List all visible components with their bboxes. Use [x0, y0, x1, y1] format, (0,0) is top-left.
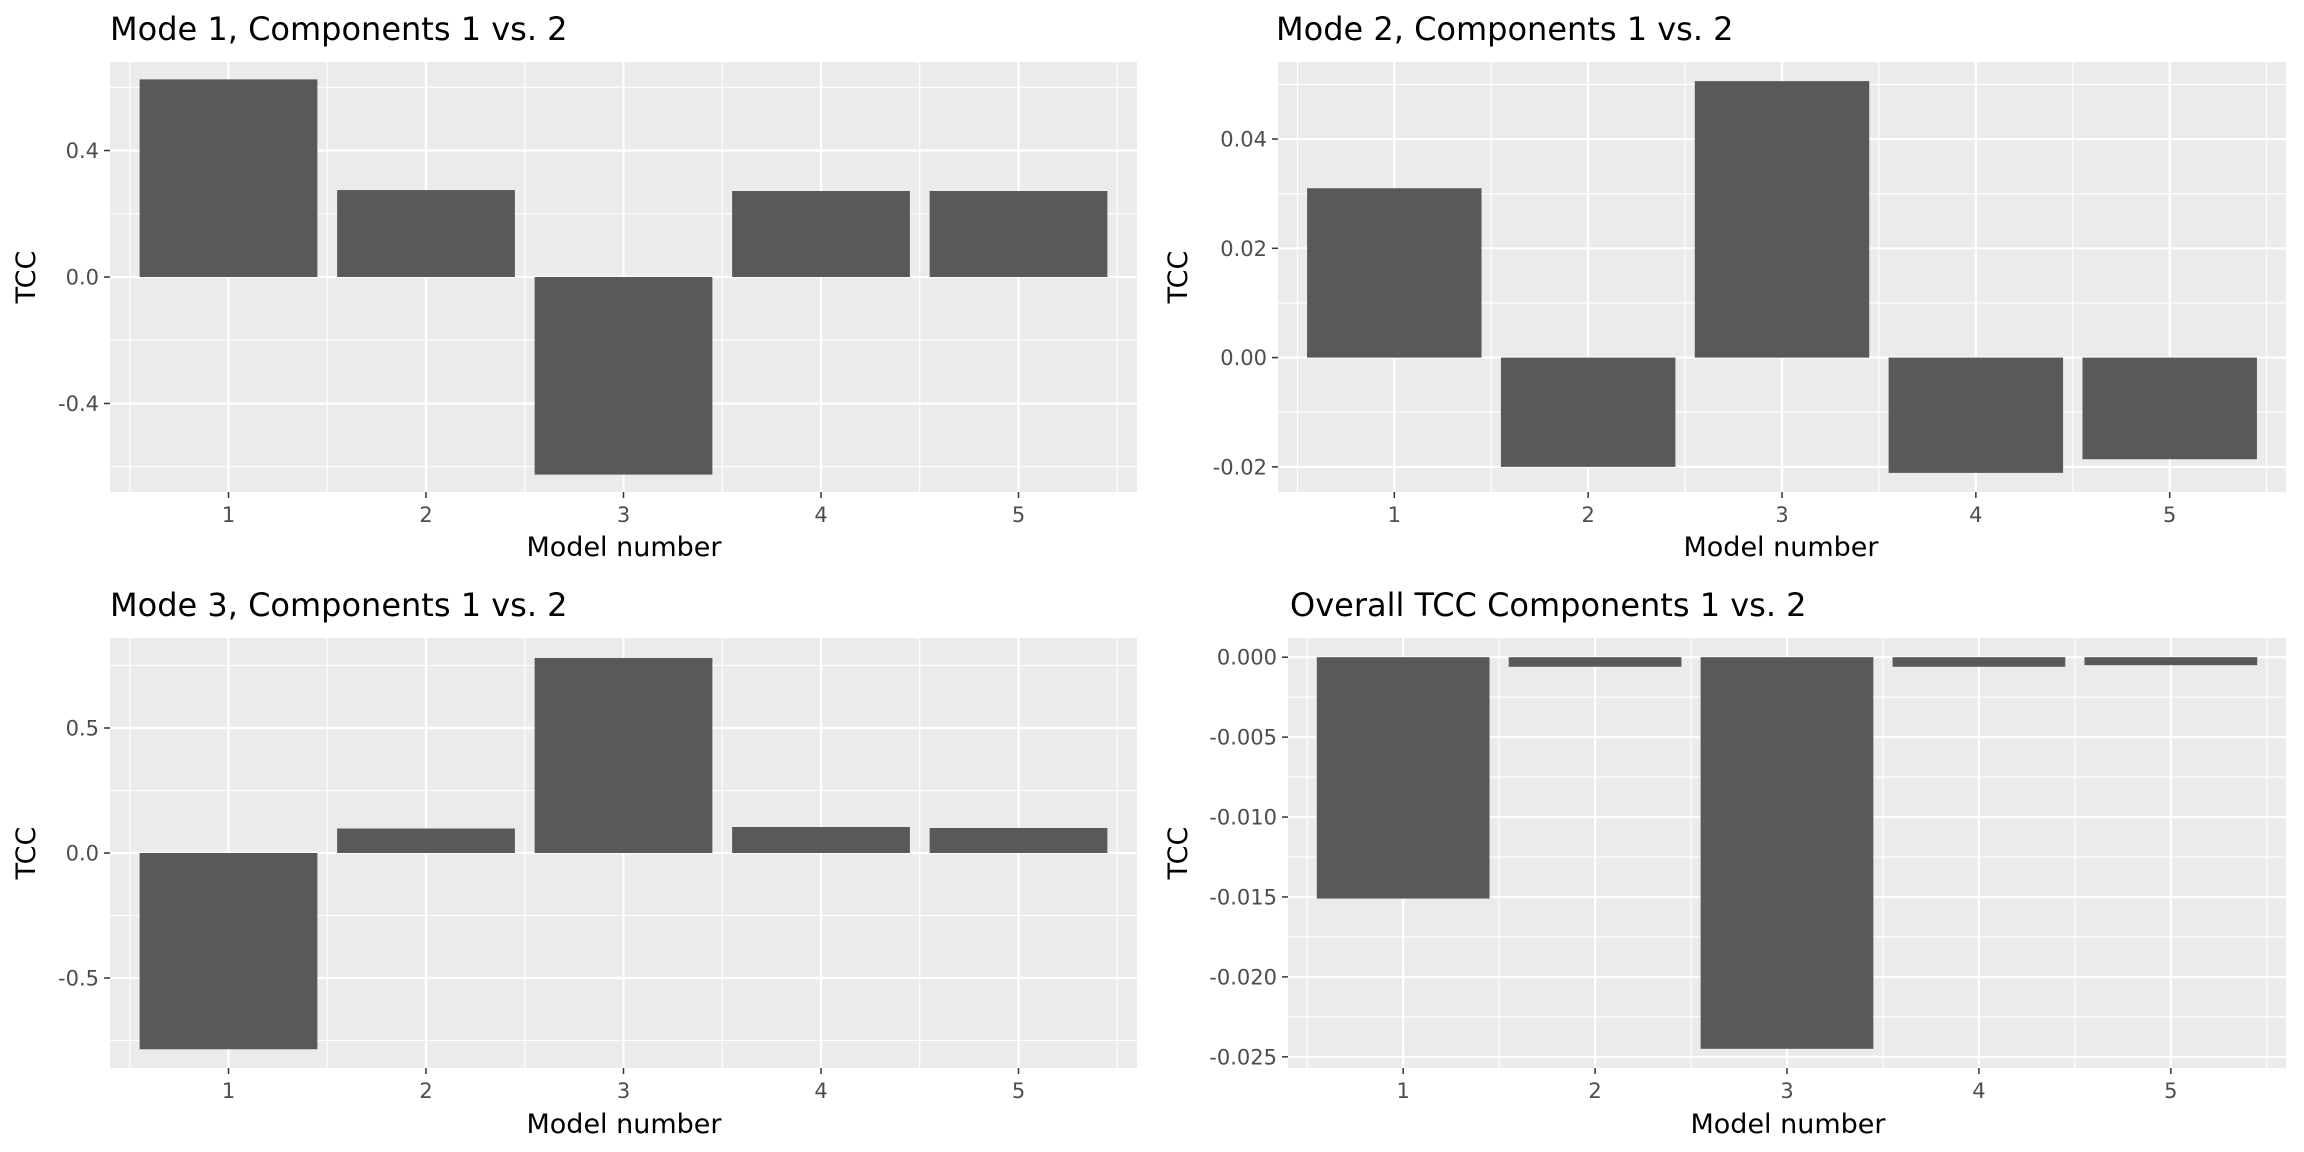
y-axis-title: TCC: [11, 251, 42, 305]
bar-model-5: [929, 828, 1108, 853]
bar-model-4: [732, 827, 910, 853]
y-tick-label: 0.02: [1220, 237, 1267, 261]
y-tick-label: -0.010: [1209, 806, 1277, 830]
y-tick-label: -0.02: [1213, 455, 1267, 479]
bar-model-3: [1700, 657, 1874, 1049]
bar-model-5: [2084, 657, 2258, 666]
panel-title: Mode 3, Components 1 vs. 2: [110, 586, 568, 624]
x-tick-label: 3: [1775, 503, 1788, 527]
x-tick-label: 2: [419, 503, 432, 527]
bar-model-5: [929, 191, 1108, 277]
y-tick-label: -0.020: [1209, 965, 1277, 989]
y-tick-label: 0.00: [1220, 346, 1267, 370]
bars: [139, 658, 1108, 1050]
panel-mode-3: Mode 3, Components 1 vs. 2 TCC Model num…: [11, 586, 1137, 1140]
x-axis-title: Model number: [1690, 1109, 1886, 1140]
x-tick-label: 5: [1012, 1079, 1025, 1103]
x-tick-label: 4: [1972, 1079, 1985, 1103]
axes: -0.02 0.00 0.02 0.04 1 2 3 4 5: [1213, 128, 2177, 527]
bar-model-1: [1307, 188, 1482, 358]
panel-title: Mode 1, Components 1 vs. 2: [110, 10, 568, 48]
x-tick-label: 5: [1012, 503, 1025, 527]
x-tick-label: 2: [1588, 1079, 1601, 1103]
x-tick-label: 2: [1581, 503, 1594, 527]
x-tick-label: 4: [1969, 503, 1982, 527]
x-tick-label: 3: [617, 503, 630, 527]
y-tick-label: 0.4: [66, 139, 99, 163]
bar-model-5: [2082, 357, 2257, 460]
bar-model-2: [1508, 657, 1682, 667]
x-tick-label: 1: [222, 1079, 235, 1103]
y-tick-label: 0.04: [1220, 128, 1267, 152]
bar-model-2: [1500, 357, 1676, 467]
bar-model-1: [1316, 657, 1490, 899]
bars: [139, 79, 1108, 475]
y-tick-label: -0.015: [1209, 885, 1277, 909]
y-tick-label: -0.4: [58, 392, 99, 416]
bar-model-3: [1694, 81, 1870, 358]
y-axis-title: TCC: [1163, 827, 1194, 881]
bars: [1316, 657, 2258, 1049]
panel-mode-2: Mode 2, Components 1 vs. 2 TCC Model num…: [1163, 10, 2286, 563]
axes: -0.4 0.0 0.4 1 2 3 4 5: [58, 139, 1025, 527]
x-tick-label: 1: [222, 503, 235, 527]
x-tick-label: 3: [617, 1079, 630, 1103]
axes: -0.5 0.0 0.5 1 2 3 4 5: [58, 717, 1025, 1104]
x-tick-label: 1: [1396, 1079, 1409, 1103]
x-tick-label: 1: [1388, 503, 1401, 527]
y-tick-label: 0.0: [66, 266, 99, 290]
panel-mode-1: Mode 1, Components 1 vs. 2 TCC Model num…: [11, 10, 1137, 563]
panel-title: Mode 2, Components 1 vs. 2: [1276, 10, 1734, 48]
bar-model-1: [139, 853, 318, 1050]
y-tick-label: -0.025: [1209, 1045, 1277, 1069]
x-tick-label: 3: [1780, 1079, 1793, 1103]
axes: -0.025 -0.020 -0.015 -0.010 -0.005 0.000 1 2 3 4 5: [1209, 646, 2177, 1103]
x-axis-title: Model number: [526, 1109, 722, 1140]
bar-model-2: [337, 190, 515, 277]
x-tick-label: 4: [814, 1079, 827, 1103]
x-tick-label: 4: [814, 503, 827, 527]
panel-overall: Overall TCC Components 1 vs. 2 TCC Model…: [1163, 586, 2286, 1140]
bar-model-4: [1892, 657, 2066, 667]
x-axis-title: Model number: [1683, 532, 1879, 563]
y-axis-title: TCC: [11, 827, 42, 881]
bar-model-3: [534, 658, 713, 853]
bar-model-2: [337, 828, 515, 853]
bar-model-4: [1888, 357, 2064, 473]
y-tick-label: 0.000: [1217, 646, 1277, 670]
x-axis-title: Model number: [526, 532, 722, 563]
y-axis-title: TCC: [1163, 251, 1194, 305]
y-tick-label: 0.5: [66, 717, 99, 741]
bar-model-3: [534, 277, 713, 475]
x-tick-label: 5: [2164, 1079, 2177, 1103]
bars: [1307, 81, 2257, 473]
bar-model-1: [139, 79, 318, 277]
bar-model-4: [732, 191, 910, 277]
y-tick-label: -0.5: [58, 967, 99, 991]
x-tick-label: 5: [2163, 503, 2176, 527]
y-tick-label: -0.005: [1209, 726, 1277, 750]
y-tick-label: 0.0: [66, 842, 99, 866]
panel-title: Overall TCC Components 1 vs. 2: [1290, 586, 1807, 624]
x-tick-label: 2: [419, 1079, 432, 1103]
